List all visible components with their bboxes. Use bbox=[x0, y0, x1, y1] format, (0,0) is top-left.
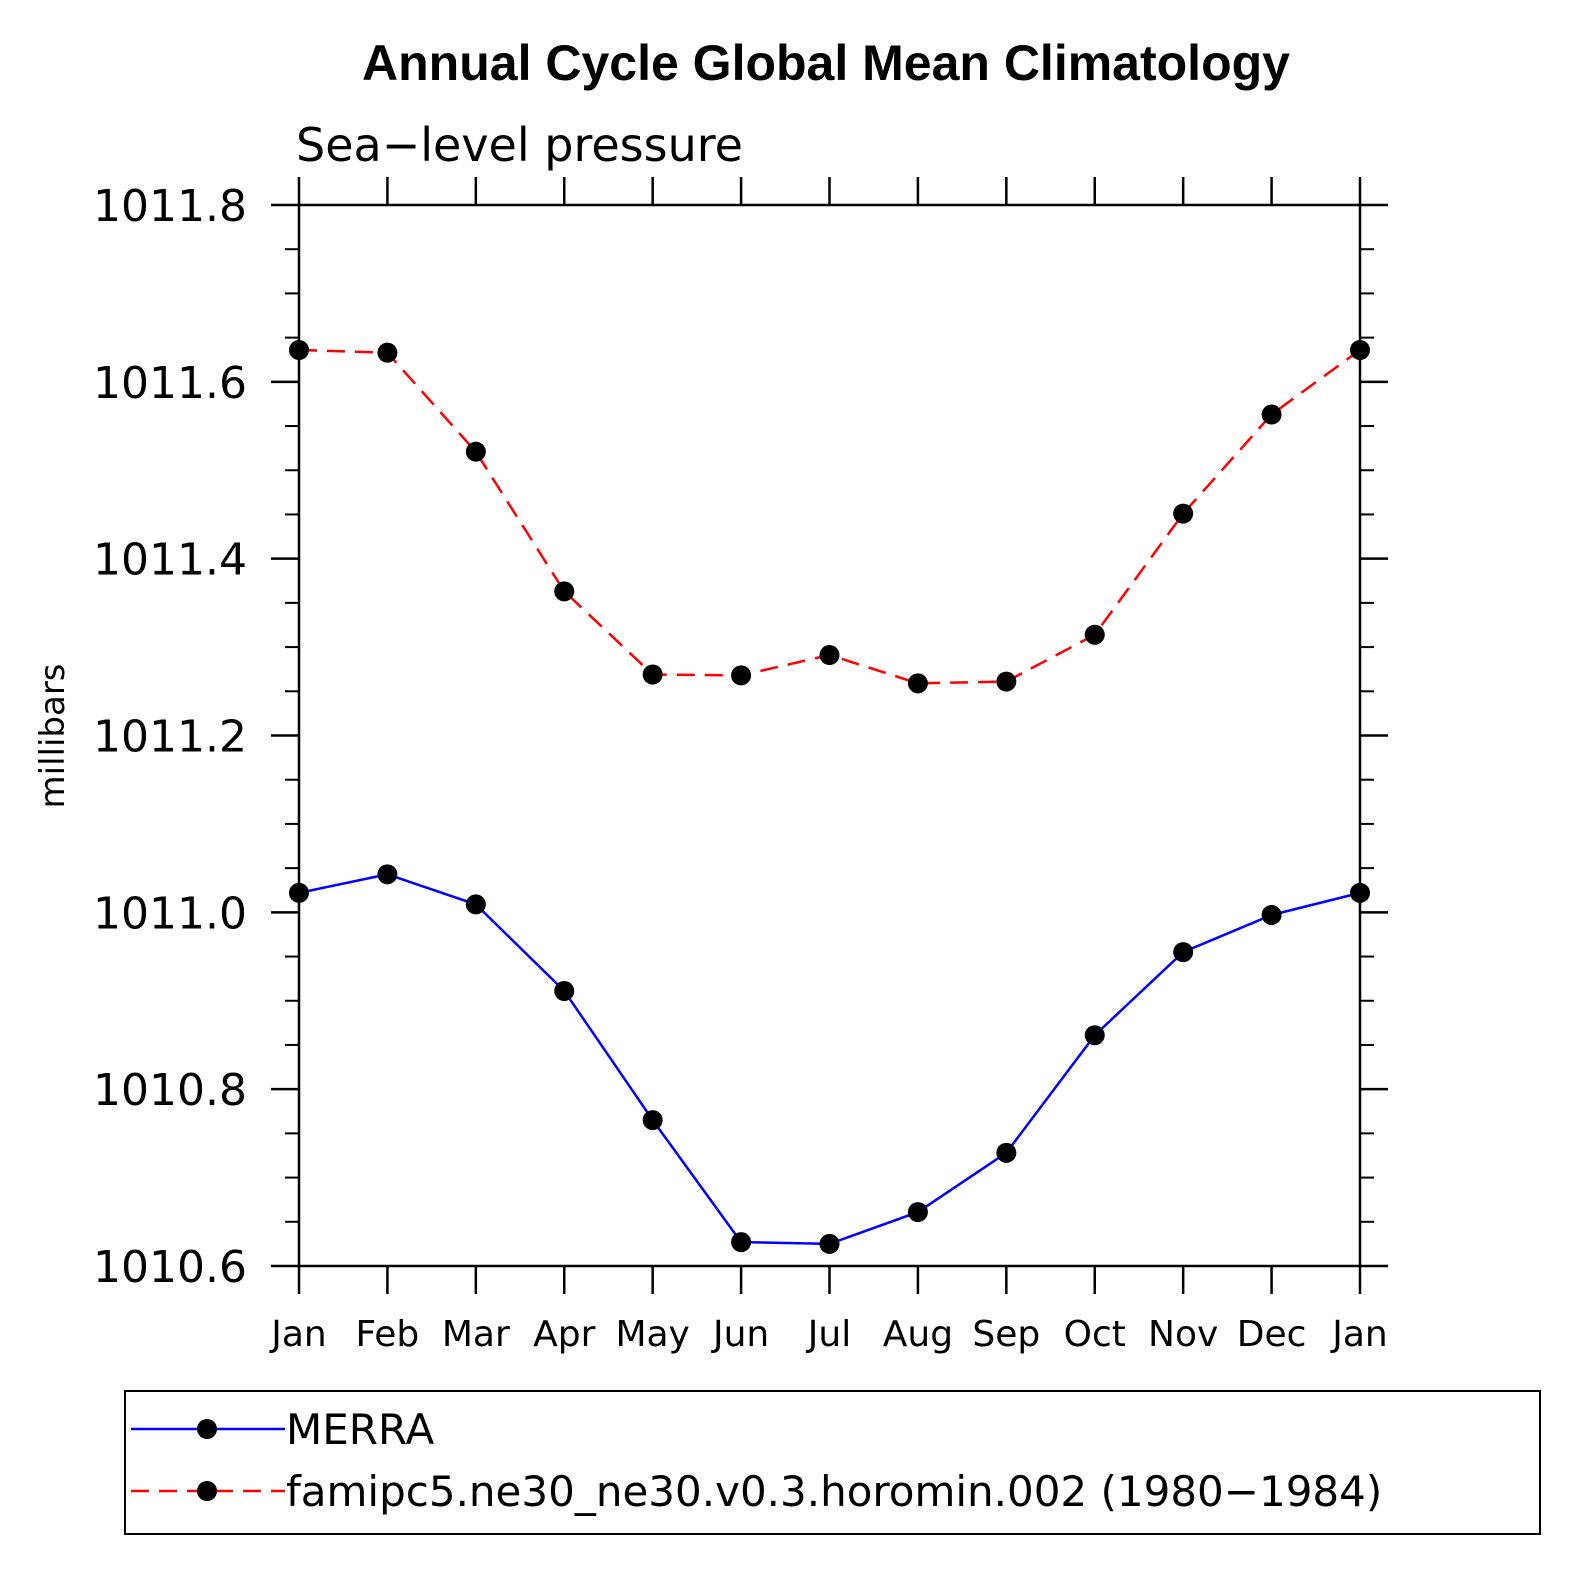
data-point bbox=[289, 340, 309, 361]
axis-ticks bbox=[271, 177, 1388, 1294]
x-tick-labels: Jan Feb Mar Apr May Jun Jul Aug Sep Oct Nov Dec Jan bbox=[269, 1314, 1388, 1355]
data-point bbox=[465, 441, 486, 462]
data-point bbox=[907, 673, 928, 694]
legend-box bbox=[124, 1390, 1541, 1535]
series-line bbox=[298, 348, 1361, 685]
data-point bbox=[819, 645, 840, 666]
series-layer bbox=[289, 340, 1370, 1254]
legend-entry-famipc5: famipc5.ne30_ne30.v0.3.horomin.002 (1980… bbox=[131, 1467, 1382, 1516]
y-tick-label: 1011.2 bbox=[93, 712, 247, 763]
data-point bbox=[554, 981, 575, 1002]
data-point bbox=[289, 882, 309, 903]
data-point bbox=[1173, 503, 1194, 524]
data-point bbox=[996, 1142, 1017, 1163]
data-point bbox=[907, 1202, 928, 1223]
x-tick-label: Apr bbox=[533, 1314, 595, 1355]
data-point bbox=[1261, 904, 1282, 925]
data-point bbox=[1261, 404, 1282, 425]
y-tick-label: 1011.0 bbox=[93, 888, 247, 939]
x-tick-label: Mar bbox=[442, 1314, 510, 1355]
data-point bbox=[996, 671, 1017, 692]
y-tick-label: 1011.6 bbox=[93, 358, 247, 409]
x-tick-label: Dec bbox=[1237, 1314, 1307, 1355]
data-point bbox=[1084, 1025, 1105, 1046]
y-tick-labels: 1011.8 1011.6 1011.4 1011.2 1011.0 1010.8 1010… bbox=[93, 181, 247, 1293]
data-point bbox=[1173, 942, 1194, 963]
y-axis-label: millibars bbox=[33, 663, 73, 808]
series-1 bbox=[289, 340, 1370, 694]
legend-label-merra: MERRA bbox=[286, 1405, 434, 1454]
legend-marker-famipc5 bbox=[197, 1481, 217, 1501]
x-tick-label: Jun bbox=[711, 1314, 769, 1355]
data-point bbox=[1350, 340, 1370, 361]
x-tick-label: May bbox=[615, 1314, 689, 1355]
data-point bbox=[377, 864, 398, 885]
series-line bbox=[298, 873, 1361, 1246]
data-point bbox=[731, 1232, 752, 1253]
x-tick-label: Feb bbox=[356, 1314, 420, 1355]
y-tick-label: 1011.4 bbox=[93, 535, 247, 586]
x-tick-label: Jan bbox=[269, 1314, 327, 1355]
data-point bbox=[642, 664, 663, 685]
series-0 bbox=[289, 864, 1370, 1254]
x-tick-label: Sep bbox=[972, 1314, 1040, 1355]
legend: MERRA famipc5.ne30_ne30.v0.3.horomin.002… bbox=[124, 1390, 1541, 1535]
plot-area-border bbox=[297, 203, 1362, 1268]
data-point bbox=[1084, 624, 1105, 645]
data-point bbox=[731, 665, 752, 686]
data-point bbox=[554, 581, 575, 602]
plot-frame bbox=[297, 203, 1362, 1268]
data-point bbox=[465, 894, 486, 915]
x-tick-label: Oct bbox=[1064, 1314, 1126, 1355]
chart-subtitle: Sea−level pressure bbox=[296, 118, 743, 172]
legend-entry-merra: MERRA bbox=[131, 1405, 434, 1454]
legend-label-famipc5: famipc5.ne30_ne30.v0.3.horomin.002 (1980… bbox=[286, 1467, 1382, 1516]
x-tick-label: Aug bbox=[883, 1314, 953, 1355]
data-point bbox=[819, 1233, 840, 1254]
x-tick-label: Jan bbox=[1330, 1314, 1388, 1355]
y-tick-label: 1011.8 bbox=[93, 181, 247, 232]
y-tick-label: 1010.6 bbox=[93, 1242, 247, 1293]
data-point bbox=[642, 1110, 663, 1131]
y-tick-label: 1010.8 bbox=[93, 1065, 247, 1116]
data-point bbox=[377, 342, 398, 363]
x-tick-label: Jul bbox=[806, 1314, 851, 1355]
legend-marker-merra bbox=[197, 1419, 217, 1439]
data-point bbox=[1350, 882, 1370, 903]
chart-title: Annual Cycle Global Mean Climatology bbox=[362, 35, 1290, 91]
x-tick-label: Nov bbox=[1148, 1314, 1218, 1355]
